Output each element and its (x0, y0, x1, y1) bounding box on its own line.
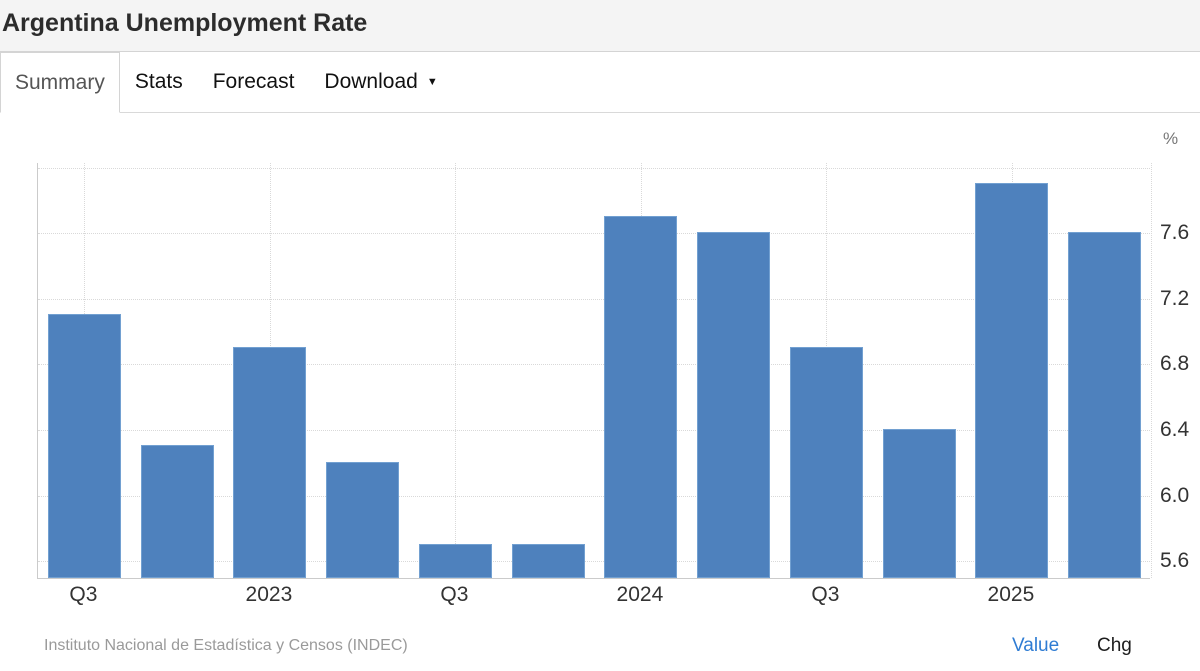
tab-forecast-label: Forecast (212, 70, 295, 93)
y-axis-tick-label: 7.6 (1160, 221, 1190, 245)
y-gridline (38, 495, 1150, 497)
bar-q2-2024[interactable] (697, 232, 771, 578)
chevron-down-icon: ▼ (426, 75, 438, 88)
y-axis-tick-label: 6.8 (1160, 352, 1190, 376)
bar-q4-2024[interactable] (882, 429, 956, 578)
tab-summary[interactable]: Summary (0, 52, 120, 113)
bar-q4-2022[interactable] (140, 445, 214, 578)
x-axis-tick-label: 2023 (245, 583, 293, 606)
x-axis-tick-label: Q3 (811, 583, 840, 606)
source-attribution: Instituto Nacional de Estadística y Cens… (44, 637, 408, 654)
tab-download[interactable]: Download ▼ (309, 52, 452, 112)
value-toggle-link[interactable]: Value (1012, 635, 1060, 656)
y-gridline (38, 561, 1150, 562)
bar-q3-2024[interactable] (789, 347, 863, 578)
y-gridline (38, 298, 1150, 300)
bar-q3-2023[interactable] (418, 543, 492, 578)
tab-stats[interactable]: Stats (120, 52, 198, 112)
x-axis-tick-label: Q3 (440, 583, 469, 606)
tab-bar: Summary Stats Forecast Download ▼ (0, 52, 1200, 113)
x-axis-tick-label: 2024 (616, 583, 664, 606)
y-gridline (38, 430, 1150, 431)
y-axis-tick-label: 6.4 (1160, 418, 1190, 441)
y-gridline (38, 233, 1150, 235)
tab-download-label: Download (324, 70, 418, 93)
bar-q1-2025[interactable] (975, 183, 1049, 578)
bar-q1-2023[interactable] (233, 347, 307, 578)
y-gridline (38, 167, 1150, 169)
y-gridline (38, 364, 1150, 366)
y-axis-unit-label: % (1163, 129, 1179, 148)
bar-q2-2025[interactable] (1068, 232, 1142, 578)
chg-toggle-link[interactable]: Chg (1097, 635, 1132, 656)
y-axis-tick-label: 7.2 (1160, 286, 1190, 310)
y-axis-tick-label: 5.6 (1160, 549, 1190, 572)
bar-q3-2022[interactable] (47, 314, 121, 578)
x-axis-tick-label: Q3 (69, 583, 98, 606)
tab-summary-label: Summary (15, 70, 105, 94)
bar-q2-2023[interactable] (326, 461, 400, 578)
tab-stats-label: Stats (134, 70, 183, 93)
bar-q1-2024[interactable] (604, 216, 678, 578)
y-axis-tick-label: 6.0 (1160, 483, 1190, 507)
x-axis-tick-label: 2025 (987, 583, 1035, 606)
plot-area (37, 163, 1152, 579)
page-header: Argentina Unemployment Rate (0, 0, 1200, 52)
tab-forecast[interactable]: Forecast (198, 52, 310, 112)
page-title: Argentina Unemployment Rate (2, 9, 368, 37)
x-gridline (1151, 163, 1152, 578)
bar-q4-2023[interactable] (511, 543, 585, 578)
x-gridline (455, 163, 457, 578)
